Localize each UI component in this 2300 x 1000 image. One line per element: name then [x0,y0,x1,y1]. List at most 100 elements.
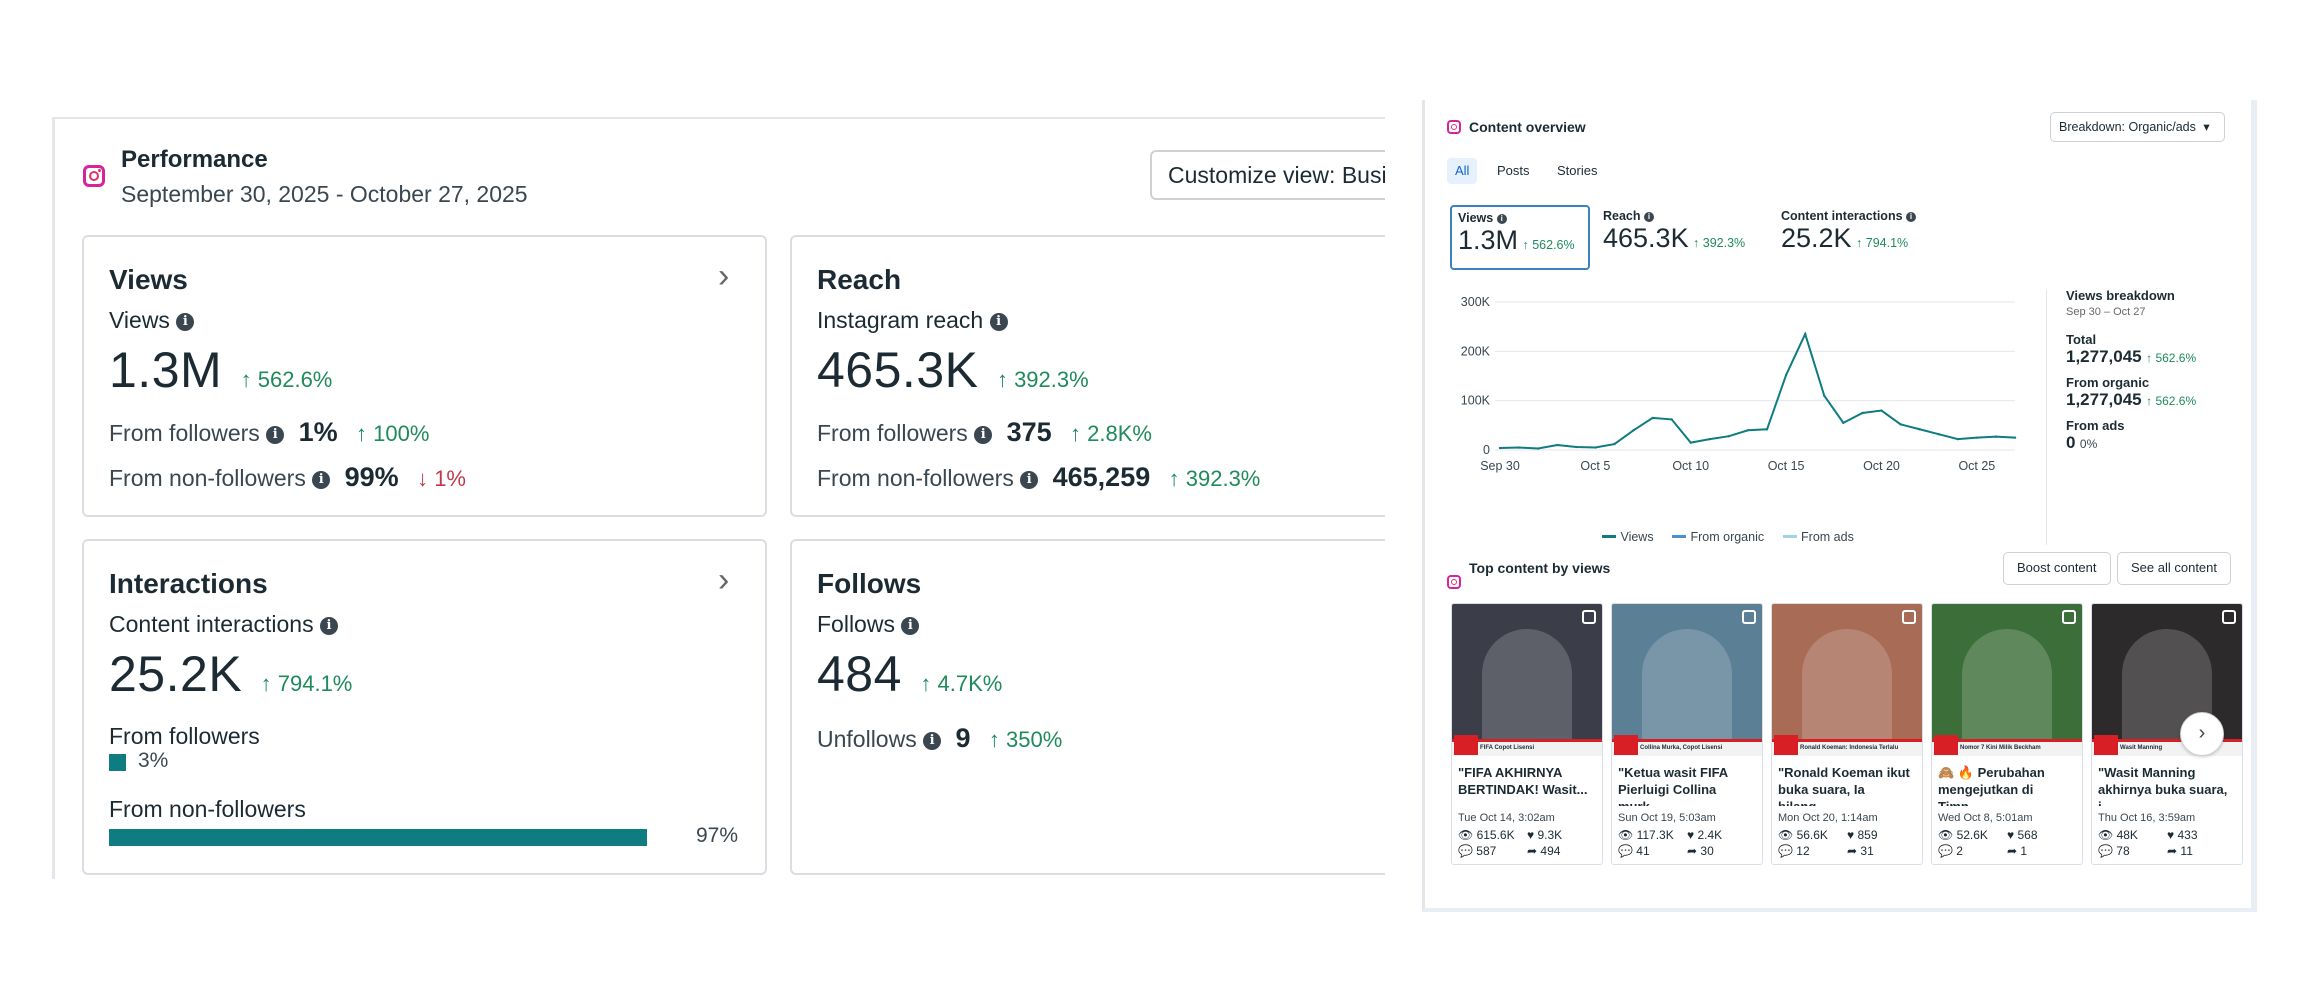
data-point[interactable] [1861,411,1864,415]
tab-all[interactable]: All [1447,158,1478,184]
data-point[interactable] [1880,409,1883,412]
interactions-card-title: Interactions [109,568,268,599]
data-point[interactable] [1956,437,1959,441]
x-tick-label: Sep 30 [1480,459,1520,473]
data-point[interactable] [1536,447,1540,450]
content-thumbnail[interactable]: Nomor 7 Kini Milik Beckham [1932,604,2082,756]
chevron-right-icon[interactable]: › [718,257,730,295]
metric-views[interactable]: Views i 1.3M ↑ 562.6% [1450,205,1590,270]
customize-view-button[interactable]: Customize view: Busin [1150,150,1385,200]
info-icon[interactable]: i [1906,211,1917,222]
interactions-card[interactable]: Interactions › Content interactions i 25… [82,539,767,875]
follows-card[interactable]: Follows Follows i 484 ↑ 4.7K% Unfollows … [790,539,1385,875]
see-all-content-button[interactable]: See all content [2117,552,2232,585]
data-point[interactable] [1918,428,1921,431]
instagram-icon [1447,120,1461,134]
followers-share-bar [109,754,126,771]
heart-icon: ♥ [1527,828,1535,842]
data-point[interactable] [1937,433,1940,436]
info-icon[interactable]: i [176,312,195,331]
follows-card-title: Follows [817,568,922,599]
data-point[interactable] [1556,443,1559,447]
views-card[interactable]: Views › Views i 1.3M ↑ 562.6% From follo… [82,235,767,517]
info-icon[interactable]: i [1644,211,1655,222]
info-icon[interactable]: i [266,425,285,444]
content-caption: "Wasit Manning akhirnya buka suara, i... [2098,765,2228,806]
content-card[interactable]: Nomor 7 Kini Milik Beckham 🙈 🔥 Perubahan … [1931,603,2083,865]
eye-icon: 👁 [2098,828,2114,842]
content-thumbnail[interactable]: FIFA Copot Lisensi [1452,604,1602,756]
interactions-nonfollowers-label: From non-followers [109,796,306,822]
y-tick-label: 300K [1461,295,1491,309]
content-date: Thu Oct 16, 3:59am [2098,812,2196,824]
performance-date-range: September 30, 2025 - October 27, 2025 [121,181,528,207]
data-point[interactable] [1651,416,1654,420]
data-point[interactable] [1575,445,1578,449]
share-icon: ➦ [1687,844,1698,858]
metric-content-interactions[interactable]: Content interactions i 25.2K ↑ 794.1% [1775,205,1975,270]
content-card[interactable]: Ronald Koeman: Indonesia Terlalu "Ronald … [1771,603,1923,865]
reach-card-title: Reach [817,264,902,295]
data-point[interactable] [1708,437,1712,441]
info-icon[interactable]: i [923,731,942,750]
content-stats: 👁 117.3K ♥ 2.4K 💬 41 ➦ 30 [1618,828,1723,858]
data-point[interactable] [1803,332,1807,336]
info-icon[interactable]: i [319,616,338,635]
data-point[interactable] [1632,429,1635,432]
boost-content-button[interactable]: Boost content [2003,552,2111,585]
data-point[interactable] [1498,446,1502,450]
info-icon[interactable]: i [312,470,331,489]
reach-card[interactable]: Reach Instagram reach i 465.3K ↑ 392.3% … [790,235,1385,517]
tab-posts[interactable]: Posts [1497,163,1530,178]
content-caption: 🙈 🔥 Perubahan mengejutkan di Timn... [1938,765,2045,806]
comment-icon: 💬 [2098,844,2113,858]
content-stats: 👁 48K ♥ 433 💬 78 ➦ 11 [2098,828,2198,858]
interactions-value: 25.2K [109,646,243,702]
info-icon[interactable]: i [1496,213,1507,224]
data-point[interactable] [1613,442,1616,446]
content-stats: 👁 56.6K ♥ 859 💬 12 ➦ 31 [1778,828,1878,858]
reach-value: 465.3K [817,342,979,398]
data-point[interactable] [1594,446,1597,449]
content-thumbnail[interactable]: Ronald Koeman: Indonesia Terlalu [1772,604,1922,756]
data-point[interactable] [1765,428,1769,431]
data-point[interactable] [1899,423,1902,426]
content-overview-panel: Content overview Breakdown: Organic/ads … [1422,100,2257,912]
data-point[interactable] [1517,446,1521,449]
interactions-change: ↑ 794.1% [260,671,353,696]
channel-logo [1934,735,1958,755]
content-thumbnail[interactable]: Collina Murka, Copot Lisensi [1612,604,1762,756]
eye-icon: 👁 [1458,828,1474,842]
info-icon[interactable]: i [974,425,993,444]
reach-metric-label: Instagram reach i [817,307,1008,334]
breakdown-dropdown[interactable]: Breakdown: Organic/ads ▾ [2050,112,2225,142]
data-point[interactable] [1823,394,1826,397]
chevron-right-icon[interactable]: › [718,561,730,599]
content-date: Wed Oct 8, 5:01am [1938,812,2033,824]
data-point[interactable] [2013,436,2017,439]
data-point[interactable] [1727,434,1731,438]
eye-icon: 👁 [1938,828,1954,842]
info-icon[interactable]: i [989,312,1008,331]
data-point[interactable] [1975,436,1979,439]
data-point[interactable] [1784,373,1788,377]
content-card[interactable]: FIFA Copot Lisensi "FIFA AKHIRNYA BERTIND… [1451,603,1603,865]
data-point[interactable] [1746,429,1750,432]
tab-stories[interactable]: Stories [1557,163,1598,178]
content-stats: 👁 615.6K ♥ 9.3K 💬 587 ➦ 494 [1458,828,1563,858]
data-point[interactable] [1842,421,1845,425]
content-caption: "Ronald Koeman ikut buka suara, Ia bilan… [1778,765,1910,806]
content-card[interactable]: Collina Murka, Copot Lisensi "Ketua wasit… [1611,603,1763,865]
reel-icon [2062,610,2076,624]
data-point[interactable] [1689,441,1692,444]
metric-reach[interactable]: Reach i 465.3K ↑ 392.3% [1603,209,1746,253]
data-point[interactable] [1994,435,1998,438]
info-icon[interactable]: i [901,616,920,635]
views-followers-row: From followers i 1% ↑ 100% [109,417,430,447]
data-point[interactable] [1670,418,1673,421]
content-date: Sun Oct 19, 5:03am [1618,812,1716,824]
info-icon[interactable]: i [1020,470,1039,489]
channel-logo [1774,735,1798,755]
carousel-next-button[interactable]: › [2180,712,2224,756]
nonfollowers-share-pct: 97% [696,824,739,847]
